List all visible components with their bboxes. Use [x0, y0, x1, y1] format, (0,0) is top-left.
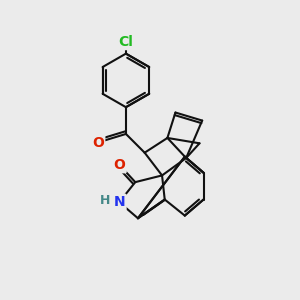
Text: Cl: Cl	[118, 34, 133, 49]
Text: O: O	[92, 136, 104, 149]
Text: N: N	[113, 195, 125, 209]
Text: H: H	[100, 194, 110, 207]
Text: O: O	[113, 158, 125, 172]
